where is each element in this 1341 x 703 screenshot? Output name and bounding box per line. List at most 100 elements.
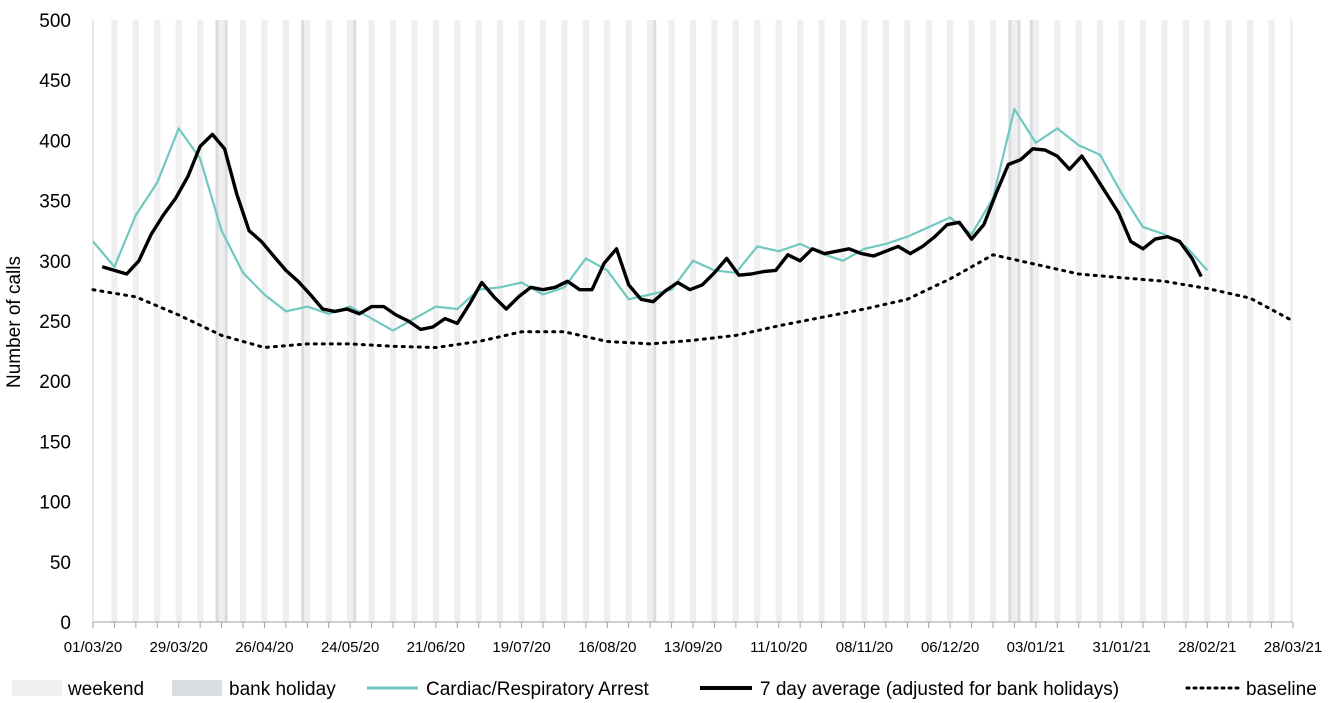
y-tick-label: 0: [60, 613, 71, 634]
x-tick-label: 21/06/20: [407, 639, 465, 656]
weekend-band: [1247, 20, 1254, 622]
series-cardiac-arrest-line: [92, 107, 1209, 332]
weekend-band: [154, 20, 161, 622]
y-tick-label: 250: [39, 312, 71, 333]
legend-baseline-label: baseline: [1246, 679, 1317, 700]
weekend-band: [625, 20, 632, 622]
x-tick-label: 06/12/20: [921, 639, 979, 656]
bank-holiday-band: [653, 20, 657, 622]
weekend-band: [818, 20, 825, 622]
y-axis: 0 50 100 150 200 250 300 350 400 450 500: [39, 11, 94, 634]
weekend-band: [1204, 20, 1211, 622]
x-tick-label: 28/02/21: [1178, 639, 1236, 656]
weekend-band: [1182, 20, 1189, 622]
x-axis: 01/03/20 29/03/20 26/04/20 24/05/20 21/06/20…: [64, 621, 1322, 656]
weekend-band: [239, 20, 247, 622]
weekend-band: [754, 20, 761, 622]
bank-holiday-band: [224, 20, 228, 622]
weekend-band: [368, 20, 375, 622]
y-tick-label: 200: [39, 372, 71, 393]
weekend-band: [518, 20, 525, 622]
legend-bank-holiday-label: bank holiday: [229, 679, 336, 700]
weekend-band: [539, 20, 547, 622]
weekend-band: [389, 20, 397, 622]
weekend-band: [475, 20, 482, 622]
weekend-band: [732, 20, 739, 622]
x-tick-label: 11/10/20: [750, 639, 807, 656]
weekend-band: [839, 20, 847, 622]
weekend-band: [668, 20, 675, 622]
y-tick-label: 350: [39, 192, 71, 213]
series-7-day-average-line: [101, 132, 1203, 332]
bank-holiday-band: [353, 20, 357, 622]
x-tick-label: 28/03/21: [1264, 639, 1322, 656]
weekend-band: [218, 20, 225, 622]
weekend-band: [968, 20, 975, 622]
weekend-band: [325, 20, 332, 622]
shaded-bands: [111, 20, 1293, 622]
legend-weekend-label: weekend: [67, 679, 144, 700]
weekend-band: [132, 20, 139, 622]
legend-weekend-swatch: [12, 680, 62, 696]
weekend-band: [882, 20, 889, 622]
x-tick-label: 03/01/21: [1007, 639, 1065, 656]
weekend-band: [1161, 20, 1168, 622]
weekend-band: [925, 20, 932, 622]
weekend-band: [197, 20, 204, 622]
weekend-band: [1032, 20, 1039, 622]
x-tick-label: 13/09/20: [664, 639, 722, 656]
weekend-band: [861, 20, 868, 622]
y-tick-label: 400: [39, 131, 71, 152]
weekend-band: [347, 20, 354, 622]
bank-holiday-band: [1008, 20, 1012, 622]
weekend-band: [1268, 20, 1275, 622]
weekend-band: [1075, 20, 1082, 622]
x-tick-label: 19/07/20: [492, 639, 550, 656]
weekend-band: [561, 20, 568, 622]
y-tick-label: 450: [39, 71, 71, 92]
bank-holiday-band: [1029, 20, 1033, 622]
x-tick-label: 24/05/20: [321, 639, 379, 656]
bank-holiday-band: [1017, 20, 1021, 622]
weekend-band: [989, 20, 997, 622]
weekend-band: [1011, 20, 1018, 622]
weekend-band: [1118, 20, 1125, 622]
legend-bank-holiday-swatch: [172, 680, 222, 696]
weekend-band: [604, 20, 611, 622]
x-tick-label: 29/03/20: [150, 639, 208, 656]
x-tick-label: 01/03/20: [64, 639, 122, 656]
bank-holiday-band: [301, 20, 305, 622]
x-tick-label: 26/04/20: [235, 639, 293, 656]
y-tick-label: 300: [39, 252, 71, 273]
legend-cardiac-label: Cardiac/Respiratory Arrest: [426, 679, 650, 700]
legend: weekend bank holiday Cardiac/Respiratory…: [12, 679, 1317, 700]
bank-holiday-band: [215, 20, 219, 622]
weekend-band: [411, 20, 418, 622]
legend-average-label: 7 day average (adjusted for bank holiday…: [760, 679, 1119, 700]
weekend-band: [111, 20, 118, 622]
weekend-band: [175, 20, 182, 622]
weekend-band: [582, 20, 589, 622]
x-tick-label: 08/11/20: [836, 639, 893, 656]
weekend-band: [282, 20, 289, 622]
x-tick-label: 31/01/21: [1092, 639, 1150, 656]
weekend-band: [1289, 20, 1293, 622]
weekend-band: [904, 20, 911, 622]
weekend-band: [432, 20, 439, 622]
weekend-band: [711, 20, 718, 622]
weekend-band: [304, 20, 311, 622]
weekend-band: [647, 20, 654, 622]
weekend-band: [947, 20, 954, 622]
y-tick-label: 50: [50, 553, 71, 574]
weekend-band: [1139, 20, 1147, 622]
y-tick-label: 100: [39, 493, 71, 514]
weekend-band: [1097, 20, 1104, 622]
x-tick-label: 16/08/20: [578, 639, 636, 656]
series-layer: [91, 107, 1295, 350]
series-baseline-line: [91, 253, 1295, 350]
weekend-band: [1225, 20, 1232, 622]
weekend-band: [1054, 20, 1061, 622]
y-tick-label: 150: [39, 432, 71, 453]
weekend-band: [775, 20, 782, 622]
